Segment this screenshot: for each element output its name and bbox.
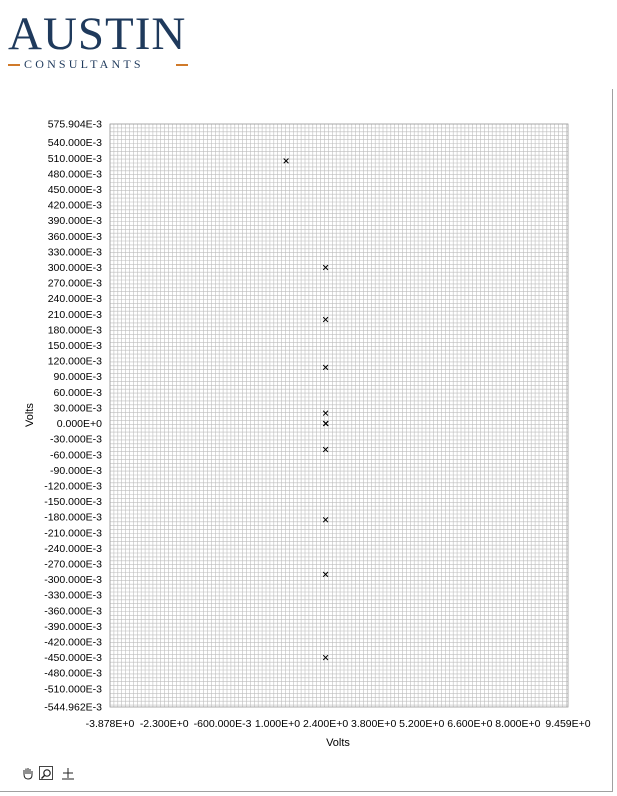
x-tick-labels: -3.878E+0 -2.300E+0 -600.000E-3 1.000E+0 2.4… — [86, 718, 591, 730]
y-tick-label: -480.000E-3 — [44, 668, 102, 680]
y-tick-label: 120.000E-3 — [48, 356, 102, 368]
y-tick-label: -150.000E-3 — [44, 496, 102, 508]
crosshair-cursor-icon[interactable] — [61, 766, 75, 780]
y-tick-label: -544.962E-3 — [44, 702, 102, 714]
hand-pan-icon[interactable] — [21, 766, 35, 780]
logo-right-dash — [176, 64, 188, 66]
y-tick-label: -210.000E-3 — [44, 527, 102, 539]
y-tick-label: 270.000E-3 — [48, 278, 102, 290]
x-tick-label: 9.459E+0 — [545, 718, 590, 730]
y-tick-label: -420.000E-3 — [44, 637, 102, 649]
y-tick-label: -450.000E-3 — [44, 652, 102, 664]
y-tick-label: 390.000E-3 — [48, 215, 102, 227]
y-tick-label: 150.000E-3 — [48, 340, 102, 352]
y-tick-label: -60.000E-3 — [50, 449, 102, 461]
y-tick-label: 330.000E-3 — [48, 246, 102, 258]
data-point — [322, 316, 329, 323]
data-point — [322, 654, 329, 661]
x-tick-label: 2.400E+0 — [303, 718, 348, 730]
data-point — [283, 158, 289, 164]
x-tick-label: -2.300E+0 — [140, 718, 189, 730]
x-tick-label: 3.800E+0 — [351, 718, 396, 730]
data-point — [323, 420, 329, 427]
y-tick-label: -270.000E-3 — [44, 558, 102, 570]
logo-left-dash — [8, 64, 20, 66]
data-point — [322, 517, 329, 523]
logo-subtitle: CONSULTANTS — [24, 57, 144, 71]
y-tick-label: 480.000E-3 — [48, 168, 102, 180]
y-tick-label: 420.000E-3 — [48, 200, 102, 212]
y-tick-label: 540.000E-3 — [48, 137, 102, 149]
y-tick-label: 575.904E-3 — [48, 119, 102, 131]
y-tick-label: -30.000E-3 — [50, 434, 102, 446]
y-tick-label: 0.000E+0 — [57, 418, 102, 430]
y-tick-label: -90.000E-3 — [50, 465, 102, 477]
logo-wordmark: AUSTIN — [8, 8, 187, 60]
data-point — [322, 571, 329, 578]
y-tick-label: -510.000E-3 — [44, 683, 102, 695]
y-tick-label: 30.000E-3 — [54, 402, 103, 414]
y-tick-label: -360.000E-3 — [44, 605, 102, 617]
y-tick-label: -180.000E-3 — [44, 512, 102, 524]
y-tick-label: 180.000E-3 — [48, 324, 102, 336]
x-tick-label: -600.000E-3 — [194, 718, 252, 730]
zoom-icon[interactable] — [39, 766, 53, 780]
data-point — [322, 410, 329, 416]
x-axis-label: Volts — [326, 737, 350, 749]
y-tick-label: 60.000E-3 — [54, 387, 103, 399]
x-tick-label: 8.000E+0 — [495, 718, 540, 730]
y-tick-label: 510.000E-3 — [48, 153, 102, 165]
data-points — [283, 158, 329, 661]
y-tick-label: -390.000E-3 — [44, 621, 102, 633]
y-tick-label: 300.000E-3 — [48, 262, 102, 274]
y-tick-label: 210.000E-3 — [48, 309, 102, 321]
y-tick-label: -120.000E-3 — [44, 480, 102, 492]
data-point — [322, 264, 329, 271]
data-point — [322, 364, 329, 371]
x-tick-label: 1.000E+0 — [255, 718, 300, 730]
y-tick-labels: 575.904E-3 540.000E-3 510.000E-3 480.000E-3… — [44, 119, 102, 714]
plot-area — [110, 124, 568, 707]
x-tick-label: -3.878E+0 — [86, 718, 135, 730]
plot-grid — [109, 123, 568, 707]
x-tick-label: 6.600E+0 — [447, 718, 492, 730]
y-tick-label: -330.000E-3 — [44, 590, 102, 602]
y-tick-label: 240.000E-3 — [48, 293, 102, 305]
y-tick-label: -300.000E-3 — [44, 574, 102, 586]
y-tick-label: 450.000E-3 — [48, 184, 102, 196]
chart-frame — [0, 89, 613, 792]
y-tick-label: -240.000E-3 — [44, 543, 102, 555]
y-tick-label: 360.000E-3 — [48, 231, 102, 243]
plot-border — [109, 123, 569, 708]
data-point — [322, 446, 329, 453]
x-tick-label: 5.200E+0 — [399, 718, 444, 730]
y-tick-label: 90.000E-3 — [54, 371, 103, 383]
austin-consultants-logo: AUSTIN CONSULTANTS — [4, 10, 194, 70]
y-axis-label: Volts — [24, 403, 36, 427]
